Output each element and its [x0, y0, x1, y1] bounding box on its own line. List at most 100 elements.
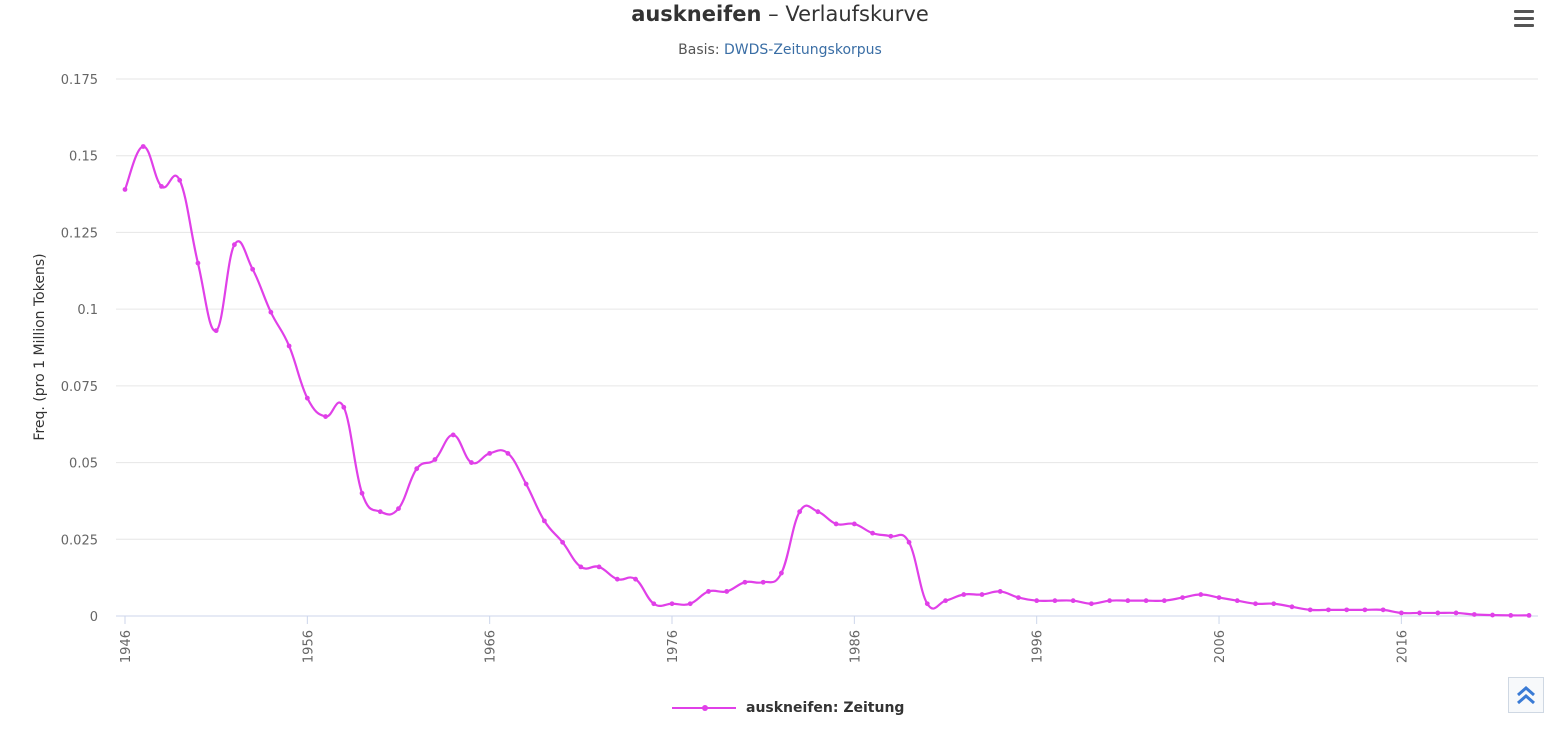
data-point[interactable]: [304, 395, 310, 401]
data-point[interactable]: [1471, 612, 1477, 617]
data-point[interactable]: [1034, 598, 1040, 604]
data-point[interactable]: [724, 589, 730, 594]
data-point[interactable]: [1326, 607, 1331, 613]
data-point[interactable]: [450, 432, 456, 438]
data-point[interactable]: [414, 466, 420, 472]
data-point[interactable]: [742, 579, 748, 585]
scroll-to-top-button[interactable]: [1508, 677, 1544, 713]
x-tick-label: 1956: [301, 630, 316, 663]
x-tick-label: 1946: [119, 630, 134, 663]
data-point[interactable]: [614, 576, 620, 582]
data-point[interactable]: [961, 592, 967, 597]
data-point[interactable]: [706, 589, 711, 594]
data-point[interactable]: [979, 592, 985, 597]
x-tick-label: 1996: [1031, 630, 1046, 663]
data-point[interactable]: [140, 144, 146, 149]
data-point[interactable]: [1490, 612, 1495, 618]
data-point[interactable]: [195, 260, 201, 266]
data-point[interactable]: [1289, 604, 1295, 610]
data-point[interactable]: [1380, 607, 1386, 613]
data-point[interactable]: [906, 539, 912, 545]
data-point[interactable]: [1052, 598, 1058, 604]
data-point[interactable]: [1198, 592, 1204, 597]
data-point[interactable]: [213, 328, 219, 334]
data-point[interactable]: [1508, 612, 1514, 618]
data-point[interactable]: [815, 509, 821, 515]
data-point[interactable]: [1070, 598, 1076, 604]
data-point[interactable]: [469, 460, 474, 465]
data-point[interactable]: [888, 533, 894, 539]
data-point[interactable]: [1344, 607, 1350, 613]
data-point[interactable]: [870, 530, 875, 536]
data-point[interactable]: [250, 266, 256, 272]
data-point[interactable]: [924, 601, 930, 607]
data-point[interactable]: [687, 601, 693, 607]
y-tick-label: 0.05: [69, 457, 98, 472]
data-point[interactable]: [997, 589, 1003, 594]
data-point[interactable]: [1435, 610, 1441, 616]
legend-item[interactable]: auskneifen: Zeitung: [672, 697, 904, 719]
data-point[interactable]: [268, 309, 274, 315]
data-point[interactable]: [1107, 598, 1113, 604]
data-point[interactable]: [1398, 610, 1404, 616]
data-point[interactable]: [1143, 598, 1149, 604]
data-point[interactable]: [1453, 610, 1459, 616]
x-tick-label: 1966: [484, 630, 499, 663]
data-point[interactable]: [1088, 601, 1094, 607]
data-point[interactable]: [1125, 598, 1131, 604]
x-tick-label: 2016: [1395, 630, 1410, 663]
data-point[interactable]: [396, 506, 401, 511]
data-point[interactable]: [323, 414, 328, 419]
data-point[interactable]: [596, 564, 602, 570]
data-point[interactable]: [651, 601, 657, 607]
data-point[interactable]: [286, 343, 292, 349]
data-point[interactable]: [833, 521, 839, 527]
data-point[interactable]: [633, 576, 638, 582]
data-point[interactable]: [760, 579, 766, 585]
x-tick-label: 1976: [666, 630, 681, 663]
data-point[interactable]: [122, 187, 128, 192]
data-point[interactable]: [1362, 607, 1368, 613]
chart-title-rest: – Verlaufskurve: [761, 2, 929, 26]
data-point[interactable]: [159, 184, 164, 189]
corpus-link[interactable]: DWDS-Zeitungskorpus: [723, 42, 882, 58]
y-tick-label: 0.1: [77, 303, 98, 318]
data-point[interactable]: [523, 481, 529, 487]
legend-line-icon: [672, 705, 736, 711]
data-point[interactable]: [1271, 601, 1277, 607]
chart-title: auskneifen – Verlaufskurve: [0, 2, 1560, 26]
legend-label: auskneifen: Zeitung: [746, 700, 905, 716]
data-point[interactable]: [359, 490, 365, 496]
data-point[interactable]: [1161, 598, 1167, 604]
grid-lines: [116, 78, 1538, 617]
data-point[interactable]: [1216, 595, 1222, 600]
data-point[interactable]: [1016, 595, 1021, 600]
data-point[interactable]: [487, 450, 493, 456]
data-point[interactable]: [851, 521, 857, 527]
y-axis-label: Freq. (pro 1 Million Tokens): [32, 253, 48, 440]
data-point[interactable]: [177, 177, 183, 183]
data-point[interactable]: [943, 598, 948, 604]
data-point[interactable]: [1307, 607, 1313, 613]
data-point[interactable]: [560, 539, 566, 545]
data-point[interactable]: [669, 601, 675, 607]
y-tick-label: 0.075: [61, 380, 98, 395]
data-point[interactable]: [1253, 601, 1258, 607]
data-point[interactable]: [505, 450, 511, 456]
data-point[interactable]: [1417, 610, 1422, 616]
data-point[interactable]: [797, 509, 803, 515]
data-point[interactable]: [578, 564, 584, 570]
data-point[interactable]: [432, 457, 438, 462]
data-point[interactable]: [1526, 612, 1532, 618]
x-tick-label: 1986: [848, 630, 863, 663]
data-point[interactable]: [377, 509, 383, 515]
data-point[interactable]: [341, 404, 347, 410]
data-point[interactable]: [541, 518, 547, 524]
hamburger-menu-icon[interactable]: [1506, 6, 1542, 32]
data-point[interactable]: [1234, 598, 1240, 604]
data-point[interactable]: [779, 570, 784, 576]
data-points: [122, 144, 1532, 618]
data-point[interactable]: [232, 242, 237, 248]
data-point[interactable]: [1180, 595, 1185, 600]
